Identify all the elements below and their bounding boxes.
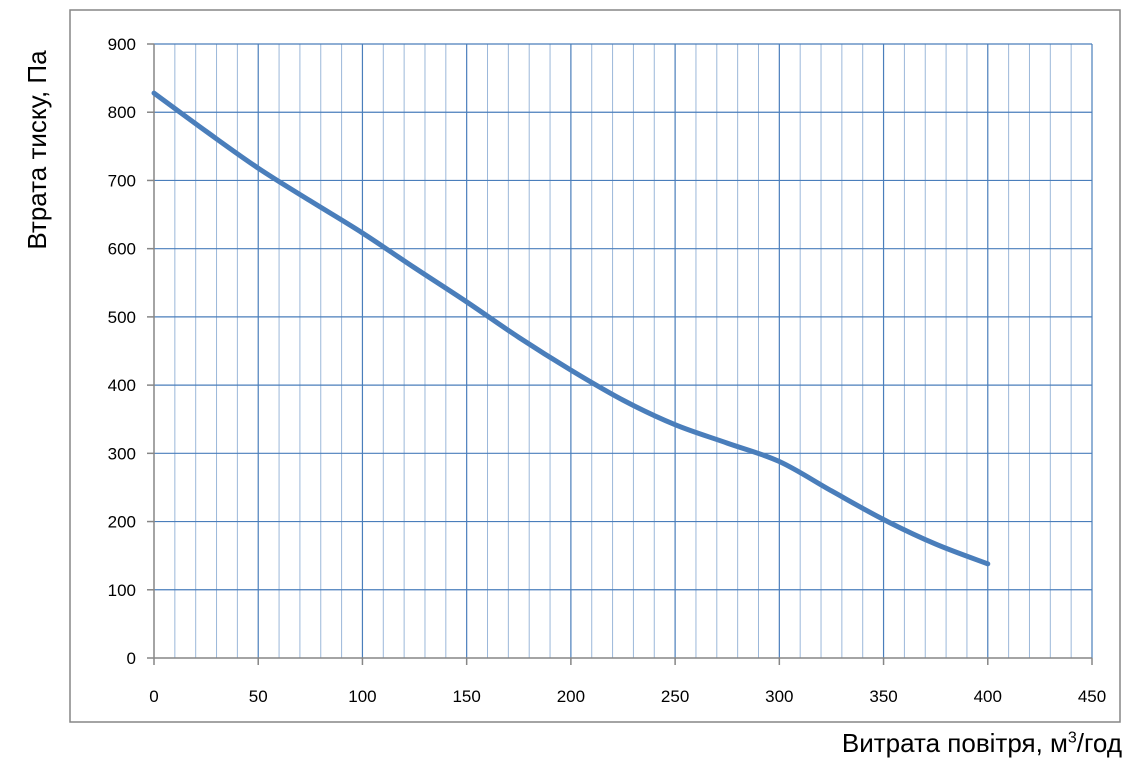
y-tick-label: 500	[108, 308, 136, 327]
x-tick-label: 150	[452, 687, 480, 706]
x-tick-label: 50	[249, 687, 268, 706]
x-axis-title-text: Витрата повітря, м	[841, 728, 1068, 758]
y-tick-label: 200	[108, 513, 136, 532]
x-axis-title-unit: /год	[1076, 728, 1122, 758]
series-line	[151, 90, 991, 567]
x-tick-label: 200	[557, 687, 585, 706]
x-tick-label: 100	[348, 687, 376, 706]
series-group	[151, 90, 991, 567]
y-axis-title: Втрата тиску, Па	[22, 50, 52, 250]
y-tick-label: 400	[108, 376, 136, 395]
x-tick-label: 300	[765, 687, 793, 706]
x-tick-labels: 0 50 100 150 200 250 300 350 400 450	[149, 687, 1106, 706]
y-tick-label: 100	[108, 581, 136, 600]
x-tick-label: 450	[1078, 687, 1106, 706]
major-gridlines	[154, 43, 1093, 658]
x-tick-label: 250	[661, 687, 689, 706]
chart-area-frame	[69, 9, 1121, 723]
y-tick-label: 300	[108, 444, 136, 463]
axes	[147, 43, 1093, 665]
x-tick-label: 0	[149, 687, 158, 706]
x-axis-title-superscript: 3	[1067, 729, 1077, 747]
y-tick-label: 600	[108, 240, 136, 259]
x-axis-title: Витрата повітря, м3/год	[842, 728, 1122, 759]
y-tick-label: 800	[108, 103, 136, 122]
y-tick-label: 0	[127, 649, 136, 668]
y-tick-labels: 0 100 200 300 400 500 600 700 800 900	[108, 35, 136, 668]
minor-gridlines	[174, 44, 1072, 658]
x-tick-label: 400	[974, 687, 1002, 706]
y-tick-label: 700	[108, 171, 136, 190]
y-tick-label: 900	[108, 35, 136, 54]
x-tick-label: 350	[869, 687, 897, 706]
